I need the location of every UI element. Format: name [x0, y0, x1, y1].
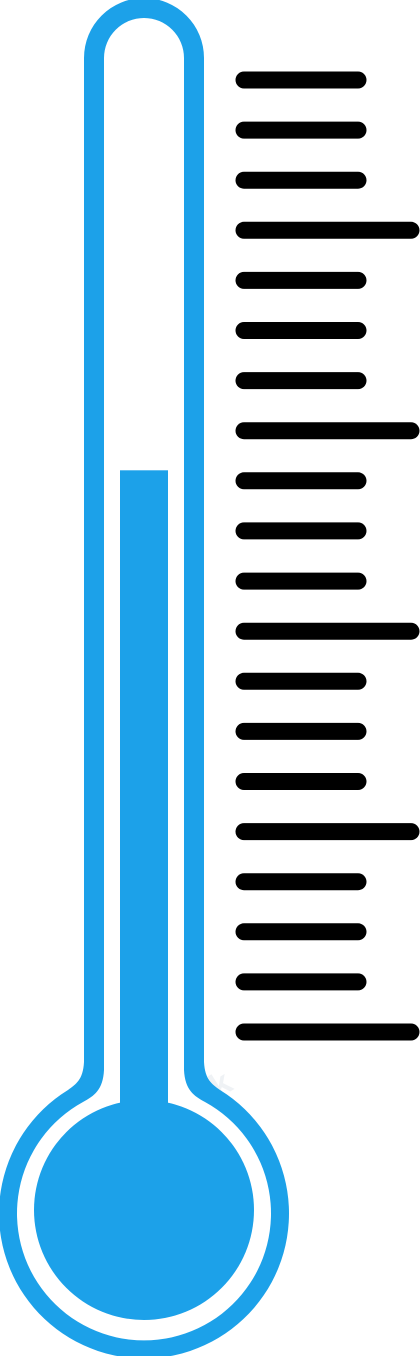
mercury-column [120, 470, 168, 1234]
thermometer-body [0, 0, 289, 1356]
temperature-scale [235, 71, 420, 1041]
